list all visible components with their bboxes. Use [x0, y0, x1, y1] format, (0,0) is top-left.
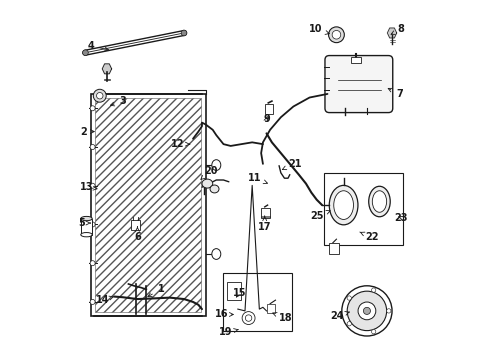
Text: 1: 1 — [148, 284, 164, 297]
Bar — [227, 282, 242, 300]
Ellipse shape — [81, 233, 92, 237]
Ellipse shape — [212, 249, 221, 260]
Text: 12: 12 — [171, 139, 190, 149]
Text: 11: 11 — [247, 173, 268, 184]
Text: 19: 19 — [219, 327, 238, 337]
Text: 14: 14 — [96, 295, 113, 305]
Circle shape — [332, 31, 341, 39]
Polygon shape — [102, 64, 112, 74]
Bar — [261, 208, 270, 219]
Bar — [324, 173, 403, 244]
Circle shape — [342, 286, 392, 336]
Text: 24: 24 — [330, 311, 349, 321]
Text: 10: 10 — [309, 24, 329, 35]
Ellipse shape — [202, 179, 213, 188]
Text: 16: 16 — [216, 310, 233, 319]
Bar — [351, 57, 361, 63]
Text: 5: 5 — [78, 218, 91, 228]
Ellipse shape — [368, 186, 390, 217]
Circle shape — [90, 222, 95, 227]
Bar — [131, 220, 140, 230]
Ellipse shape — [329, 185, 358, 225]
Text: 20: 20 — [201, 166, 217, 179]
Text: 21: 21 — [282, 159, 301, 170]
Text: 2: 2 — [80, 127, 94, 136]
Text: 3: 3 — [110, 96, 126, 106]
Circle shape — [242, 312, 255, 324]
Circle shape — [347, 296, 351, 300]
Circle shape — [82, 50, 88, 55]
Circle shape — [347, 291, 387, 330]
Circle shape — [90, 261, 95, 266]
Text: 13: 13 — [80, 182, 97, 192]
Ellipse shape — [334, 191, 353, 220]
Circle shape — [329, 27, 344, 42]
Bar — [81, 219, 92, 235]
Bar — [267, 304, 275, 313]
Text: 18: 18 — [273, 312, 293, 323]
Circle shape — [93, 89, 106, 102]
Circle shape — [358, 302, 376, 320]
Text: 22: 22 — [360, 232, 379, 242]
Circle shape — [90, 144, 95, 149]
Circle shape — [97, 93, 103, 99]
Circle shape — [371, 288, 376, 292]
Ellipse shape — [212, 160, 221, 171]
Text: 17: 17 — [258, 216, 271, 231]
Circle shape — [181, 30, 187, 36]
Polygon shape — [388, 28, 397, 38]
Ellipse shape — [372, 191, 387, 212]
Text: 6: 6 — [134, 227, 141, 242]
Bar — [266, 104, 273, 114]
Text: 8: 8 — [391, 24, 405, 35]
Circle shape — [387, 309, 391, 313]
Text: 23: 23 — [394, 213, 408, 222]
Text: 15: 15 — [232, 288, 246, 298]
Circle shape — [245, 315, 252, 321]
Bar — [223, 273, 292, 330]
Circle shape — [90, 183, 95, 188]
Text: 25: 25 — [310, 210, 330, 221]
FancyBboxPatch shape — [325, 55, 393, 113]
Circle shape — [347, 321, 351, 326]
Circle shape — [90, 106, 95, 111]
Ellipse shape — [210, 185, 219, 193]
Text: 9: 9 — [263, 114, 270, 124]
Bar — [91, 94, 205, 316]
Bar — [95, 98, 201, 312]
Text: 7: 7 — [388, 88, 403, 99]
Circle shape — [90, 300, 95, 305]
Bar — [329, 243, 339, 253]
Text: 4: 4 — [87, 41, 109, 51]
Circle shape — [364, 307, 370, 314]
Ellipse shape — [81, 216, 92, 221]
Circle shape — [371, 329, 376, 334]
